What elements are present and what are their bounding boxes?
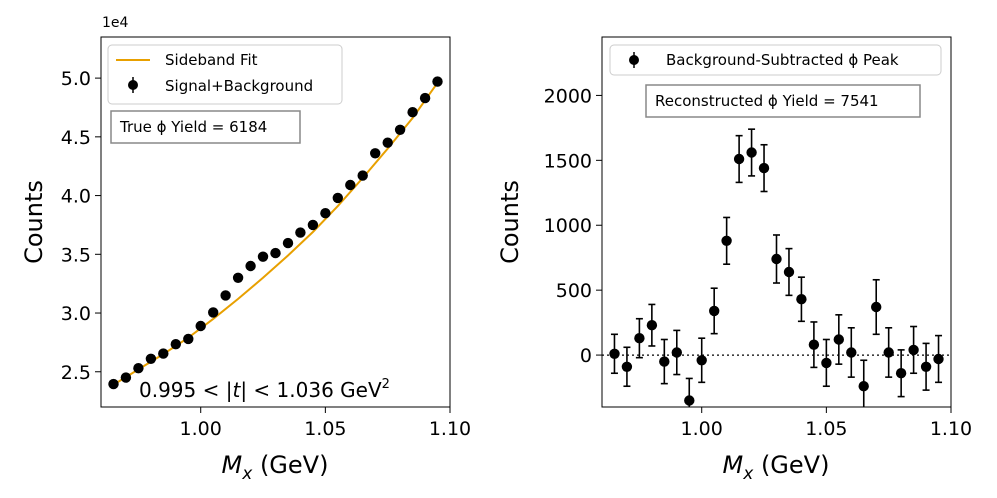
left-panel: 1.00 1.05 1.10 2.5 3.0 3.5 4.0 4.5 5.0 1e4 Sideb… xyxy=(20,15,471,484)
signal-background-point xyxy=(419,92,431,104)
right-x-tick-label: 1.00 xyxy=(681,418,723,440)
peak-point xyxy=(833,334,844,345)
signal-background-point xyxy=(370,148,381,159)
peak-point xyxy=(783,266,795,278)
left-y-tick-label: 3.0 xyxy=(61,303,91,325)
peak-point xyxy=(733,153,745,165)
peak-point xyxy=(771,253,782,265)
signal-background-point xyxy=(158,348,169,359)
signal-background-point xyxy=(120,372,132,383)
peak-point xyxy=(758,162,770,174)
peak-point xyxy=(696,355,707,366)
right-y-tick-label: 2000 xyxy=(544,85,592,107)
left-x-tick-label: 1.05 xyxy=(304,418,346,440)
signal-background-point xyxy=(407,107,418,118)
peak-point xyxy=(684,395,695,406)
legend-peak-label: Background-Subtracted ϕ Peak xyxy=(666,51,899,69)
left-annotation-text: True ϕ Yield = 6184 xyxy=(119,118,267,136)
signal-background-point xyxy=(382,137,393,148)
peak-point xyxy=(796,294,807,305)
signal-background-point xyxy=(394,124,406,135)
signal-background-point xyxy=(282,237,294,249)
right-x-tick-label: 1.10 xyxy=(930,418,972,440)
t-range-label: 0.995 < |t| < 1.036 GeV2 xyxy=(139,377,390,402)
left-y-tick-label: 5.0 xyxy=(61,68,91,90)
legend-points-marker xyxy=(128,80,138,90)
left-legend-box xyxy=(107,44,343,105)
left-points-layer xyxy=(108,76,443,390)
signal-background-point xyxy=(345,179,356,191)
signal-background-point xyxy=(208,307,219,318)
t-range-hi: 1.036 xyxy=(277,378,334,402)
signal-background-point xyxy=(245,260,256,272)
right-axis-ticks: 1.00 1.05 1.10 0 500 1000 1500 2000 xyxy=(544,85,973,440)
peak-point xyxy=(846,347,857,358)
peak-point xyxy=(721,235,732,246)
signal-background-point xyxy=(195,320,206,332)
peak-point xyxy=(621,361,633,372)
left-y-axis-label: Counts xyxy=(20,180,48,264)
right-x-axis-label: Mx (GeV) xyxy=(723,451,830,484)
right-x-tick-label: 1.05 xyxy=(805,418,847,440)
right-panel: 1.00 1.05 1.10 0 500 1000 1500 2000 Background-… xyxy=(496,36,973,484)
right-legend-box xyxy=(609,44,942,76)
right-y-tick-label: 1000 xyxy=(544,215,592,237)
peak-point xyxy=(808,339,820,350)
t-range-unit: GeV xyxy=(340,378,382,402)
peak-point xyxy=(821,357,832,369)
signal-background-point xyxy=(432,76,443,87)
left-y-tick-label: 4.0 xyxy=(61,186,91,208)
left-offset-text: 1e4 xyxy=(102,15,129,31)
signal-background-point xyxy=(307,219,319,231)
right-y-tick-label: 1500 xyxy=(544,150,592,172)
peak-point xyxy=(908,344,919,356)
peak-point xyxy=(709,305,720,317)
peak-point xyxy=(933,353,944,365)
peak-point xyxy=(634,333,645,344)
t-range-exp: 2 xyxy=(382,377,390,392)
left-y-tick-label: 2.5 xyxy=(61,362,91,384)
t-range-lo: 0.995 xyxy=(139,378,196,402)
left-x-tick-label: 1.10 xyxy=(429,418,471,440)
peak-point xyxy=(609,348,620,359)
peak-point xyxy=(920,361,932,372)
signal-background-point xyxy=(170,339,181,350)
signal-background-point xyxy=(108,378,119,390)
peak-point xyxy=(671,347,682,358)
left-annotation-box xyxy=(110,110,301,144)
left-y-tick-label: 4.5 xyxy=(61,127,91,149)
peak-point xyxy=(895,368,907,379)
signal-background-point xyxy=(357,170,368,181)
signal-background-point xyxy=(220,290,231,301)
right-annotation-box xyxy=(645,84,921,118)
left-y-tick-label: 3.5 xyxy=(61,244,91,266)
left-x-tick-label: 1.00 xyxy=(180,418,222,440)
right-y-tick-label: 500 xyxy=(556,280,592,302)
signal-background-point xyxy=(270,247,281,259)
signal-background-point xyxy=(145,353,157,364)
legend-peak-marker xyxy=(629,55,639,65)
signal-background-point xyxy=(295,227,306,238)
signal-background-point xyxy=(332,192,343,204)
left-axis-ticks: 1.00 1.05 1.10 2.5 3.0 3.5 4.0 4.5 5.0 xyxy=(61,68,471,440)
peak-point xyxy=(871,301,882,313)
signal-background-point xyxy=(232,272,244,283)
right-y-axis-label: Counts xyxy=(496,180,524,264)
peak-point xyxy=(858,381,869,392)
signal-background-point xyxy=(133,363,144,374)
signal-background-point xyxy=(320,208,331,219)
left-x-axis-label: Mx (GeV) xyxy=(222,451,329,484)
signal-background-point xyxy=(257,251,269,262)
right-points-layer xyxy=(609,128,944,407)
peak-point xyxy=(659,356,670,367)
legend-fit-label: Sideband Fit xyxy=(165,51,258,69)
right-y-tick-label: 0 xyxy=(580,345,592,367)
peak-point xyxy=(746,147,757,158)
legend-points-label: Signal+Background xyxy=(165,77,313,95)
peak-point xyxy=(646,320,658,331)
right-annotation-text: Reconstructed ϕ Yield = 7541 xyxy=(655,92,879,110)
peak-point xyxy=(883,347,894,358)
signal-background-point xyxy=(183,333,194,345)
